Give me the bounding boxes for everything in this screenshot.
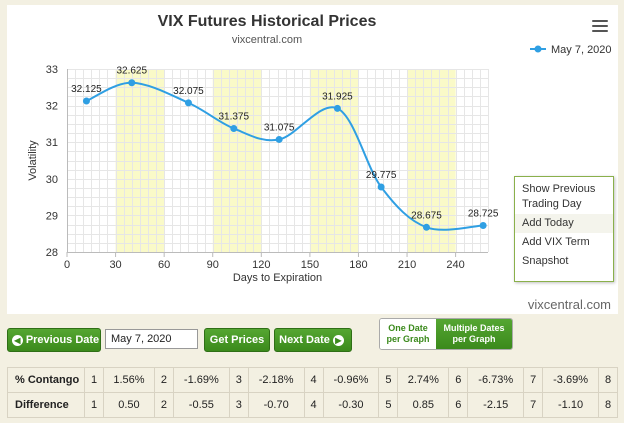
y-tick-label: 32 [46, 101, 58, 113]
table-cell: 4 [303, 367, 324, 393]
data-point [377, 183, 385, 191]
table-cell: 6 [448, 392, 469, 418]
table-cell: 7 [523, 367, 544, 393]
get-prices-button[interactable]: Get Prices [204, 328, 270, 352]
legend-marker [534, 45, 542, 53]
chart-panel: 28 29 30 31 32 33 0 30 60 90 120 150 180 210 240 VIX Fu… [7, 5, 618, 314]
menu-item-add-vix-term[interactable]: Add VIX Term [522, 236, 590, 248]
table-cell: -2.15 [467, 392, 525, 418]
table-cell: 6 [448, 367, 469, 393]
stats-table: % Contango 1 1.56% 2 -1.69% 3 -2.18% 4 -… [7, 367, 618, 418]
table-cell: 1 [84, 392, 104, 418]
x-tick-label: 90 [207, 259, 219, 271]
data-label: 31.075 [264, 122, 295, 133]
table-cell: 7 [523, 392, 544, 418]
table-cell: 5 [378, 392, 399, 418]
table-cell: 4 [303, 392, 324, 418]
chart-subtitle: vixcentral.com [232, 34, 302, 46]
table-row: % Contango 1 1.56% 2 -1.69% 3 -2.18% 4 -… [7, 367, 618, 393]
table-cell: 2 [153, 392, 174, 418]
data-point [128, 79, 136, 87]
table-cell: -0.70 [247, 392, 305, 418]
previous-date-label: Previous Date [25, 334, 100, 346]
data-point [275, 135, 283, 143]
arrow-right-icon: ▶ [332, 334, 344, 346]
data-point [333, 104, 341, 112]
table-cell: -2.18% [247, 367, 305, 393]
table-cell: -3.69% [542, 367, 599, 393]
data-label: 31.925 [322, 91, 353, 102]
y-tick-label: 28 [46, 247, 58, 259]
data-point [479, 221, 487, 229]
table-row: Difference 1 0.50 2 -0.55 3 -0.70 4 -0.3… [7, 392, 618, 418]
legend-label: May 7, 2020 [551, 44, 612, 56]
x-tick-label: 0 [64, 259, 70, 271]
row-label-difference: Difference [7, 392, 85, 418]
menu-item-add-today[interactable]: Add Today [515, 214, 613, 233]
y-tick-label: 31 [46, 137, 58, 149]
table-cell: -1.10 [542, 392, 599, 418]
table-cell: 0.85 [397, 392, 450, 418]
data-label: 28.725 [468, 208, 499, 219]
table-cell: 8 [598, 392, 618, 418]
menu-item-show-previous[interactable]: Show Previous Trading Day [522, 183, 596, 210]
table-cell: -6.73% [467, 367, 525, 393]
table-cell: -0.30 [322, 392, 380, 418]
multiple-dates-line1: Multiple Dates [443, 323, 505, 333]
multiple-dates-line2: per Graph [452, 334, 496, 344]
data-point [82, 97, 90, 105]
data-label: 32.075 [173, 86, 204, 97]
y-tick-label: 30 [46, 174, 58, 186]
menu-item-snapshot[interactable]: Snapshot [522, 255, 569, 267]
watermark: vixcentral.com [528, 297, 611, 312]
y-tick-label: 29 [46, 210, 58, 222]
table-cell: -1.69% [172, 367, 230, 393]
x-tick-label: 240 [446, 259, 464, 271]
data-label: 29.775 [366, 170, 397, 181]
context-menu: Show Previous Trading Day Add Today Add … [514, 176, 614, 282]
date-input[interactable] [105, 329, 198, 349]
data-label: 32.125 [71, 84, 102, 95]
table-cell: -0.96% [322, 367, 380, 393]
chart-title: VIX Futures Historical Prices [158, 13, 377, 30]
table-cell: 8 [598, 367, 618, 393]
x-tick-label: 210 [398, 259, 416, 271]
y-axis-label: Volatility [27, 140, 39, 181]
data-label: 28.675 [411, 210, 442, 221]
table-cell: 2 [153, 367, 174, 393]
x-tick-label: 150 [301, 259, 319, 271]
next-date-button[interactable]: Next Date ▶ [274, 328, 352, 352]
x-tick-label: 120 [252, 259, 270, 271]
x-tick-label: 180 [349, 259, 367, 271]
row-label-contango: % Contango [7, 367, 85, 393]
x-tick-label: 30 [109, 259, 121, 271]
menu-icon[interactable] [592, 20, 608, 34]
table-cell: -0.55 [172, 392, 230, 418]
arrow-left-icon: ◀ [11, 334, 23, 346]
one-date-option[interactable]: One Date per Graph [380, 319, 436, 349]
table-cell: 0.50 [103, 392, 155, 418]
table-cell: 3 [228, 367, 249, 393]
data-point [230, 124, 238, 132]
x-tick-label: 60 [158, 259, 170, 271]
chart-svg: 28 29 30 31 32 33 0 30 60 90 120 150 180 210 240 VIX Fu… [27, 13, 612, 312]
table-cell: 2.74% [397, 367, 450, 393]
data-label: 32.625 [116, 66, 147, 77]
data-label: 31.375 [218, 111, 249, 122]
table-cell: 5 [378, 367, 399, 393]
one-date-line1: One Date [388, 323, 428, 333]
next-date-label: Next Date [279, 334, 330, 346]
x-axis-label: Days to Expiration [233, 272, 322, 284]
previous-date-button[interactable]: ◀ Previous Date [7, 328, 101, 352]
one-date-line2: per Graph [386, 334, 430, 344]
graph-mode-toggle: One Date per Graph Multiple Dates per Gr… [379, 318, 513, 350]
data-point [422, 223, 430, 231]
data-point [184, 99, 192, 107]
table-cell: 3 [228, 392, 249, 418]
table-cell: 1.56% [103, 367, 155, 393]
y-tick-label: 33 [46, 64, 58, 76]
table-cell: 1 [84, 367, 104, 393]
multiple-dates-option[interactable]: Multiple Dates per Graph [436, 319, 512, 349]
